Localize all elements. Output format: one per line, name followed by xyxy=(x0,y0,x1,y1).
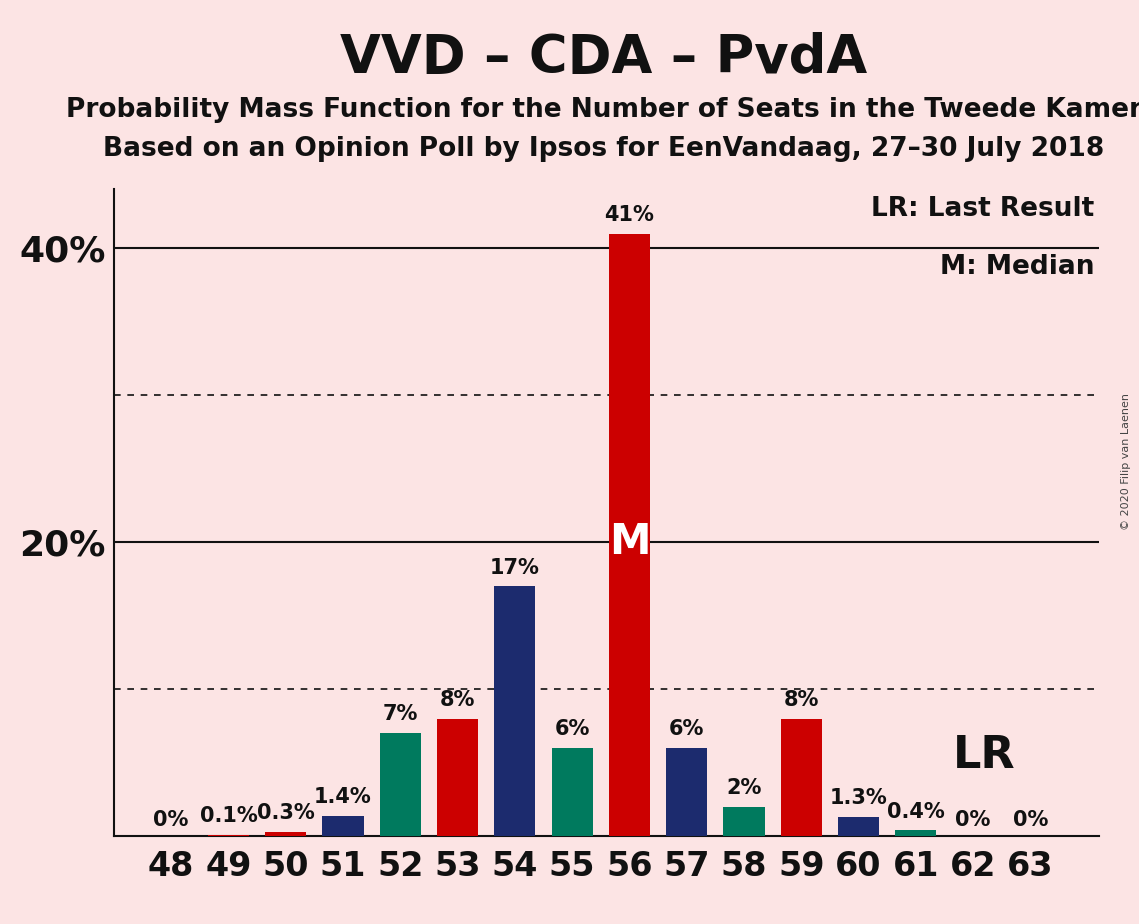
Text: 6%: 6% xyxy=(669,719,704,739)
Bar xyxy=(780,719,822,836)
Text: 0%: 0% xyxy=(1013,810,1048,831)
Bar xyxy=(437,719,478,836)
Text: 7%: 7% xyxy=(383,704,418,724)
Text: 8%: 8% xyxy=(784,690,819,710)
Text: 0.1%: 0.1% xyxy=(199,806,257,826)
Text: 2%: 2% xyxy=(727,778,762,798)
Bar xyxy=(723,807,764,836)
Text: LR: Last Result: LR: Last Result xyxy=(871,196,1095,222)
Text: VVD – CDA – PvdA: VVD – CDA – PvdA xyxy=(341,32,867,84)
Text: 41%: 41% xyxy=(605,205,655,225)
Bar xyxy=(265,832,306,836)
Text: 0.3%: 0.3% xyxy=(257,803,314,823)
Text: M: Median: M: Median xyxy=(940,254,1095,280)
Text: 0%: 0% xyxy=(154,810,189,831)
Text: LR: LR xyxy=(953,734,1016,777)
Bar xyxy=(838,817,879,836)
Text: 8%: 8% xyxy=(440,690,475,710)
Text: 6%: 6% xyxy=(555,719,590,739)
Bar xyxy=(551,748,592,836)
Text: Probability Mass Function for the Number of Seats in the Tweede Kamer: Probability Mass Function for the Number… xyxy=(66,97,1139,123)
Bar xyxy=(494,587,535,836)
Text: Based on an Opinion Poll by Ipsos for EenVandaag, 27–30 July 2018: Based on an Opinion Poll by Ipsos for Ee… xyxy=(103,136,1105,162)
Bar xyxy=(207,834,249,836)
Text: 1.4%: 1.4% xyxy=(314,787,372,807)
Text: M: M xyxy=(608,521,650,564)
Text: 17%: 17% xyxy=(490,557,540,578)
Bar xyxy=(322,816,363,836)
Text: 0.4%: 0.4% xyxy=(887,801,944,821)
Bar xyxy=(895,831,936,836)
Text: 0%: 0% xyxy=(956,810,991,831)
Text: 1.3%: 1.3% xyxy=(829,788,887,808)
Text: © 2020 Filip van Laenen: © 2020 Filip van Laenen xyxy=(1121,394,1131,530)
Bar xyxy=(379,734,421,836)
Bar xyxy=(609,234,650,836)
Bar xyxy=(666,748,707,836)
